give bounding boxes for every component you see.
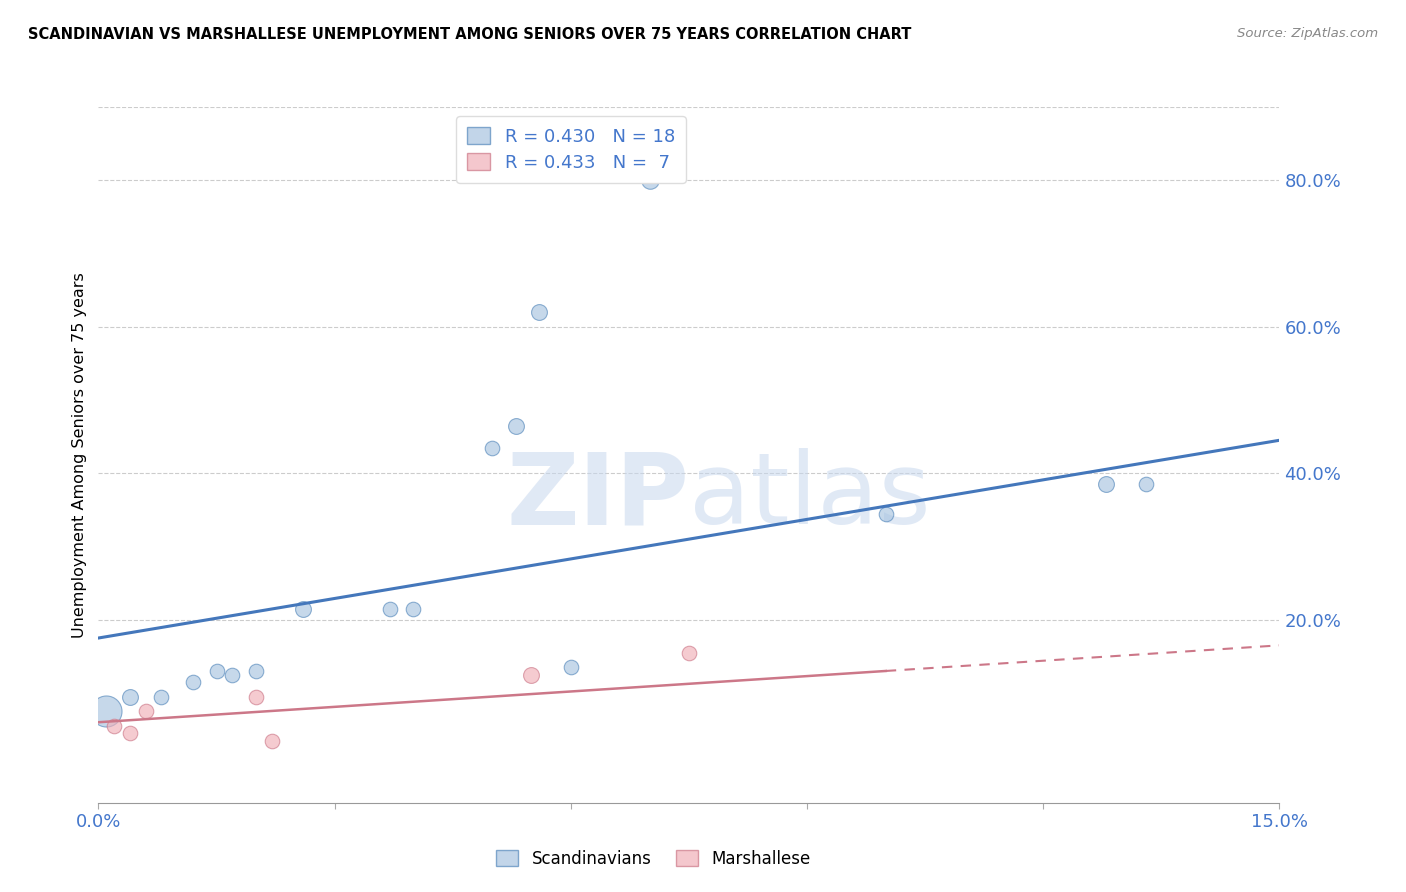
Point [150, 690, 173, 704]
Point [118, 726, 141, 740]
Point [520, 667, 543, 681]
Point [560, 660, 582, 674]
Point [205, 664, 228, 678]
Point [378, 601, 401, 615]
Point [245, 664, 267, 678]
Point [875, 507, 897, 521]
Text: SCANDINAVIAN VS MARSHALLESE UNEMPLOYMENT AMONG SENIORS OVER 75 YEARS CORRELATION: SCANDINAVIAN VS MARSHALLESE UNEMPLOYMENT… [28, 27, 911, 42]
Point [260, 733, 283, 747]
Point [96, 704, 118, 718]
Point [103, 719, 125, 733]
Point [292, 601, 315, 615]
Point [181, 675, 204, 690]
Point [505, 418, 527, 433]
Point [135, 704, 157, 718]
Point [678, 646, 700, 660]
Point [221, 667, 243, 681]
Point [245, 690, 267, 704]
Text: atlas: atlas [689, 448, 931, 545]
Legend: Scandinavians, Marshallese: Scandinavians, Marshallese [489, 843, 817, 874]
Point [118, 690, 141, 704]
Point [1095, 477, 1118, 491]
Text: ZIP: ZIP [506, 448, 689, 545]
Point [1135, 477, 1157, 491]
Point [529, 305, 551, 319]
Point [638, 173, 661, 187]
Y-axis label: Unemployment Among Seniors over 75 years: Unemployment Among Seniors over 75 years [72, 272, 87, 638]
Text: Source: ZipAtlas.com: Source: ZipAtlas.com [1237, 27, 1378, 40]
Point [481, 441, 503, 455]
Point [402, 601, 425, 615]
